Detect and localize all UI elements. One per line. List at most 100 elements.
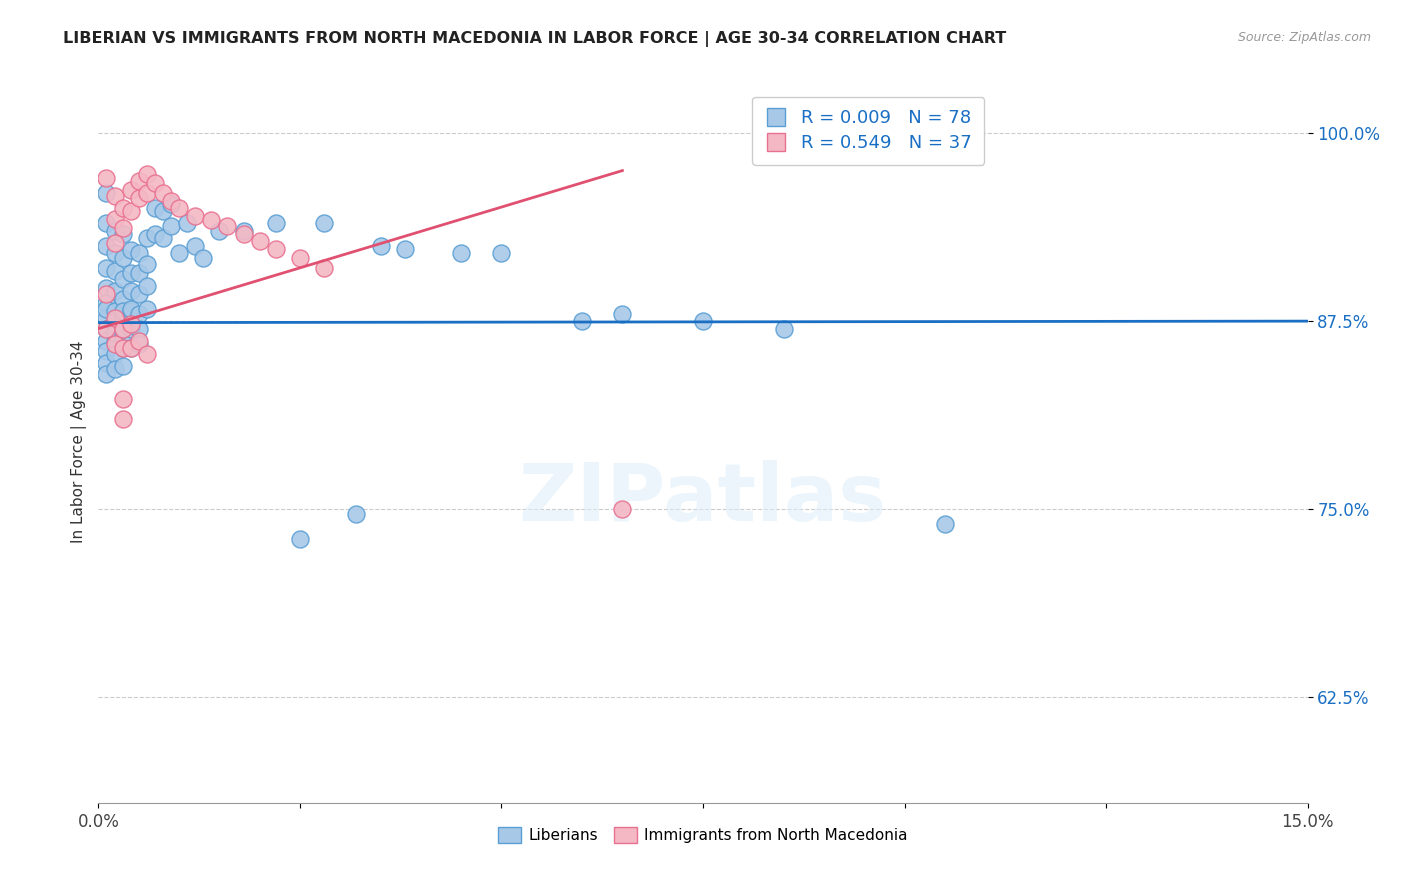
Point xyxy=(111,251,134,265)
Point xyxy=(491,246,513,260)
Point xyxy=(176,216,198,230)
Point xyxy=(103,326,125,340)
Point xyxy=(111,227,134,241)
Point xyxy=(128,307,150,321)
Point xyxy=(111,412,134,426)
Point xyxy=(120,301,142,316)
Point xyxy=(103,317,125,331)
Point xyxy=(111,310,134,324)
Point xyxy=(96,321,118,335)
Point xyxy=(120,266,142,280)
Point xyxy=(96,367,118,381)
Point xyxy=(103,311,125,326)
Point xyxy=(111,292,134,306)
Point xyxy=(934,517,956,532)
Point xyxy=(612,502,634,516)
Point xyxy=(160,196,183,211)
Point xyxy=(160,194,183,208)
Point xyxy=(612,307,634,321)
Point xyxy=(314,216,336,230)
Legend: Liberians, Immigrants from North Macedonia: Liberians, Immigrants from North Macedon… xyxy=(492,822,914,849)
Point xyxy=(111,341,134,355)
Point xyxy=(135,347,157,361)
Point xyxy=(232,224,254,238)
Point xyxy=(103,235,125,250)
Point xyxy=(135,231,157,245)
Point xyxy=(96,344,118,359)
Text: ZIPatlas: ZIPatlas xyxy=(519,460,887,539)
Point xyxy=(128,334,150,348)
Point xyxy=(96,261,118,276)
Point xyxy=(128,321,150,335)
Point xyxy=(111,329,134,343)
Point xyxy=(877,126,900,140)
Point xyxy=(96,321,118,335)
Point xyxy=(193,251,215,265)
Point xyxy=(394,242,416,256)
Point xyxy=(96,356,118,370)
Point xyxy=(152,186,174,201)
Point xyxy=(249,235,271,249)
Point xyxy=(111,272,134,286)
Point xyxy=(143,201,166,215)
Point xyxy=(111,303,134,318)
Point xyxy=(128,246,150,260)
Point xyxy=(96,334,118,348)
Point xyxy=(103,284,125,298)
Point xyxy=(135,301,157,316)
Point xyxy=(103,303,125,318)
Point xyxy=(692,314,714,328)
Point xyxy=(143,227,166,241)
Point xyxy=(288,533,311,547)
Point xyxy=(96,287,118,301)
Point xyxy=(128,174,150,188)
Point xyxy=(184,239,207,253)
Point xyxy=(120,303,142,318)
Point xyxy=(200,213,222,227)
Point xyxy=(111,201,134,215)
Point xyxy=(111,392,134,407)
Point xyxy=(103,314,125,328)
Point xyxy=(120,321,142,335)
Point xyxy=(103,347,125,361)
Point xyxy=(450,246,472,260)
Point xyxy=(571,314,593,328)
Point xyxy=(111,321,134,335)
Point xyxy=(96,239,118,253)
Point xyxy=(288,251,311,265)
Text: LIBERIAN VS IMMIGRANTS FROM NORTH MACEDONIA IN LABOR FORCE | AGE 30-34 CORRELATI: LIBERIAN VS IMMIGRANTS FROM NORTH MACEDO… xyxy=(63,31,1007,47)
Point xyxy=(96,281,118,295)
Point xyxy=(152,204,174,219)
Point xyxy=(135,167,157,181)
Point xyxy=(128,336,150,351)
Point xyxy=(111,220,134,235)
Point xyxy=(120,204,142,219)
Point xyxy=(152,231,174,245)
Point xyxy=(96,311,118,326)
Point xyxy=(120,183,142,197)
Point xyxy=(184,209,207,223)
Point xyxy=(111,359,134,374)
Point xyxy=(128,191,150,205)
Point xyxy=(217,219,239,234)
Point xyxy=(264,242,287,256)
Point xyxy=(103,336,125,351)
Point xyxy=(264,216,287,230)
Point xyxy=(103,264,125,278)
Point xyxy=(208,224,231,238)
Point xyxy=(232,227,254,241)
Point xyxy=(135,257,157,271)
Point xyxy=(96,216,118,230)
Point xyxy=(160,219,183,234)
Point xyxy=(96,301,118,316)
Point xyxy=(120,341,142,355)
Point xyxy=(314,261,336,276)
Point xyxy=(103,246,125,260)
Point xyxy=(128,266,150,280)
Point xyxy=(103,362,125,376)
Y-axis label: In Labor Force | Age 30-34: In Labor Force | Age 30-34 xyxy=(72,340,87,543)
Point xyxy=(167,246,190,260)
Point xyxy=(772,321,794,335)
Point xyxy=(120,317,142,331)
Point xyxy=(103,224,125,238)
